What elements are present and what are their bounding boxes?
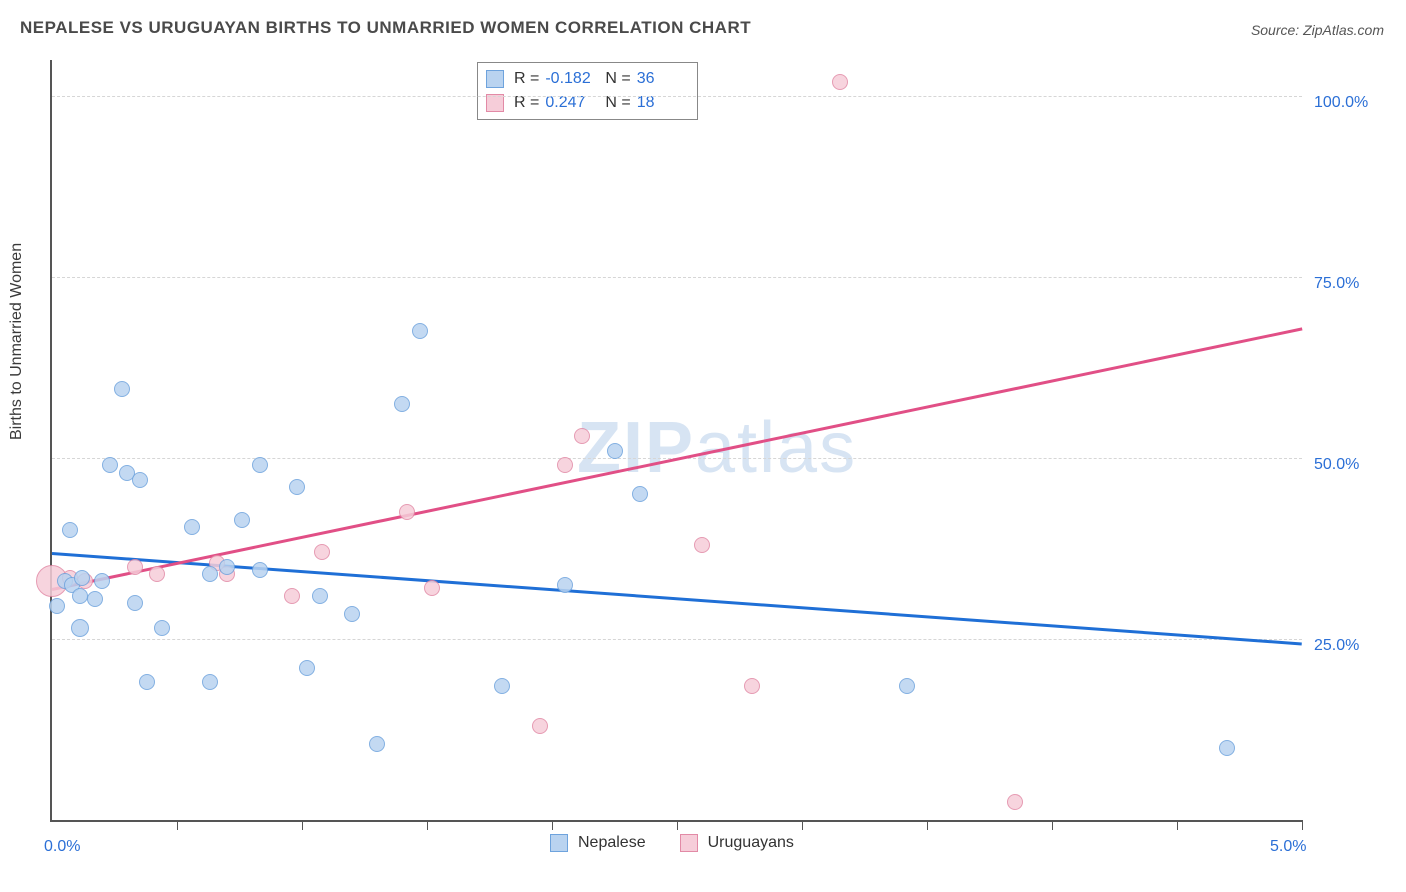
x-tick	[302, 820, 303, 830]
point-uruguayans	[744, 678, 760, 694]
bottom-legend-item: Nepalese	[550, 834, 646, 852]
point-uruguayans	[314, 544, 330, 560]
point-uruguayans	[532, 718, 548, 734]
point-nepalese	[72, 588, 88, 604]
point-nepalese	[102, 457, 118, 473]
plot-area: ZIPatlas R = -0.182N = 36R = 0.247N = 18	[50, 60, 1302, 822]
point-uruguayans	[832, 74, 848, 90]
legend-swatch	[680, 834, 698, 852]
point-nepalese	[139, 674, 155, 690]
point-nepalese	[219, 559, 235, 575]
point-uruguayans	[557, 457, 573, 473]
point-nepalese	[394, 396, 410, 412]
gridline	[52, 96, 1302, 97]
point-nepalese	[62, 522, 78, 538]
point-nepalese	[154, 620, 170, 636]
point-uruguayans	[1007, 794, 1023, 810]
y-axis-label: Births to Unmarried Women	[8, 243, 26, 440]
point-uruguayans	[399, 504, 415, 520]
point-uruguayans	[127, 559, 143, 575]
point-uruguayans	[694, 537, 710, 553]
point-nepalese	[899, 678, 915, 694]
x-tick	[552, 820, 553, 830]
bottom-legend-label: Uruguayans	[708, 834, 794, 852]
point-nepalese	[71, 619, 89, 637]
bottom-legend-label: Nepalese	[578, 834, 646, 852]
legend-r: R = -0.182	[514, 70, 595, 88]
bottom-legend-item: Uruguayans	[680, 834, 794, 852]
legend-n: N = 36	[605, 70, 686, 88]
gridline	[52, 277, 1302, 278]
x-tick	[427, 820, 428, 830]
point-nepalese	[289, 479, 305, 495]
point-nepalese	[252, 562, 268, 578]
point-nepalese	[184, 519, 200, 535]
trend-line-uruguayans	[52, 328, 1302, 591]
chart-title: NEPALESE VS URUGUAYAN BIRTHS TO UNMARRIE…	[20, 18, 751, 38]
point-nepalese	[202, 674, 218, 690]
point-nepalese	[74, 570, 90, 586]
x-tick-label-max: 5.0%	[1270, 838, 1306, 856]
legend-swatch	[550, 834, 568, 852]
legend-stats-box: R = -0.182 N = 36 R = 0.247N = 18	[477, 62, 698, 120]
y-tick-label: 75.0%	[1314, 275, 1359, 293]
x-tick	[677, 820, 678, 830]
x-tick	[177, 820, 178, 830]
source-label: Source: ZipAtlas.com	[1251, 22, 1384, 38]
x-tick	[1052, 820, 1053, 830]
point-nepalese	[94, 573, 110, 589]
point-uruguayans	[574, 428, 590, 444]
y-tick-label: 25.0%	[1314, 637, 1359, 655]
y-tick-label: 100.0%	[1314, 94, 1368, 112]
bottom-legend: Nepalese Uruguayans	[550, 834, 794, 852]
point-nepalese	[252, 457, 268, 473]
point-nepalese	[557, 577, 573, 593]
y-tick-label: 50.0%	[1314, 456, 1359, 474]
x-tick-label-min: 0.0%	[44, 838, 80, 856]
point-nepalese	[87, 591, 103, 607]
point-nepalese	[369, 736, 385, 752]
point-nepalese	[344, 606, 360, 622]
legend-stats-row: R = 0.247N = 18	[486, 91, 687, 115]
x-tick	[1177, 820, 1178, 830]
point-nepalese	[202, 566, 218, 582]
point-nepalese	[1219, 740, 1235, 756]
x-tick	[1302, 820, 1303, 830]
point-nepalese	[607, 443, 623, 459]
point-nepalese	[114, 381, 130, 397]
point-nepalese	[632, 486, 648, 502]
gridline	[52, 639, 1302, 640]
point-uruguayans	[424, 580, 440, 596]
point-uruguayans	[149, 566, 165, 582]
point-nepalese	[132, 472, 148, 488]
legend-swatch	[486, 70, 504, 88]
point-nepalese	[49, 598, 65, 614]
legend-stats-row: R = -0.182 N = 36	[486, 67, 687, 91]
x-tick	[802, 820, 803, 830]
x-tick	[927, 820, 928, 830]
point-nepalese	[234, 512, 250, 528]
point-nepalese	[299, 660, 315, 676]
point-uruguayans	[284, 588, 300, 604]
point-nepalese	[494, 678, 510, 694]
point-nepalese	[312, 588, 328, 604]
trend-line-nepalese	[52, 552, 1302, 645]
point-nepalese	[412, 323, 428, 339]
point-nepalese	[127, 595, 143, 611]
